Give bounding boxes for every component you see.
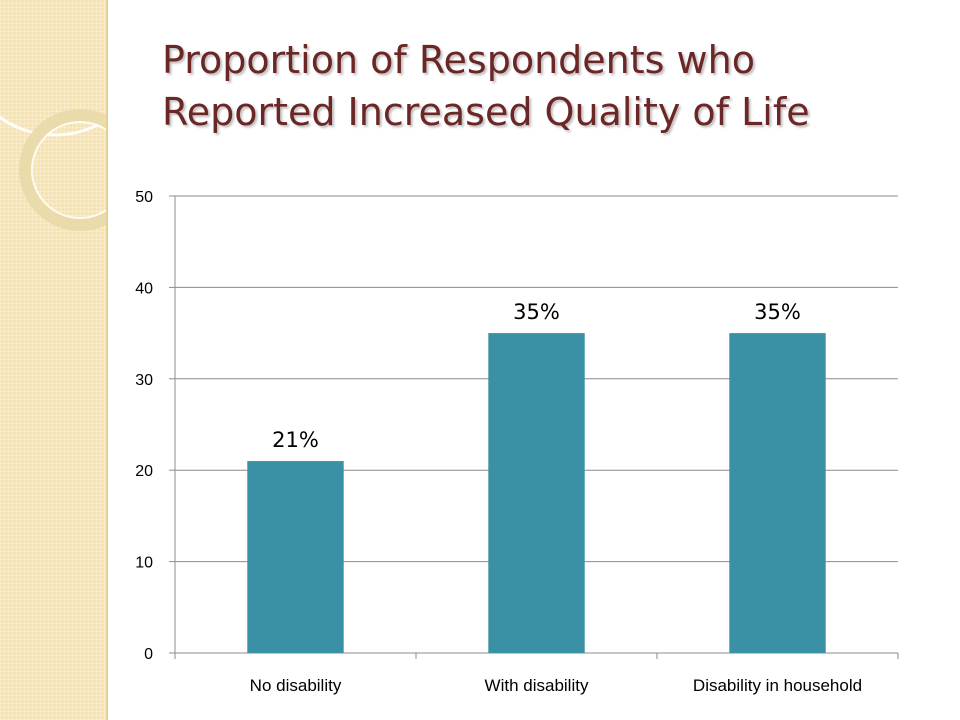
bar — [488, 333, 585, 653]
data-label: 35% — [513, 300, 560, 324]
y-tick-label: 0 — [144, 646, 153, 663]
y-tick-label: 50 — [135, 189, 153, 206]
category-label: With disability — [485, 676, 589, 695]
decorative-side-strip — [0, 0, 108, 720]
data-label: 21% — [272, 428, 319, 452]
bar — [729, 333, 826, 653]
labels: 0 10 20 30 40 50 21% No disability 35% With disab… — [135, 189, 862, 695]
bars — [247, 333, 826, 653]
y-tick-label: 20 — [135, 463, 153, 480]
y-tick-label: 10 — [135, 555, 153, 572]
y-tick-label: 40 — [135, 280, 153, 297]
category-label: Disability in household — [693, 676, 862, 695]
slide-title-line-1: Proportion of Respondents who — [162, 38, 755, 82]
category-label: No disability — [250, 676, 342, 695]
y-tick-label: 30 — [135, 372, 153, 389]
slide-title-line-2: Reported Increased Quality of Life — [162, 90, 810, 134]
bar — [247, 461, 344, 653]
decorative-circles — [0, 109, 106, 231]
slide-title: Proportion of Respondents who Reported I… — [162, 34, 922, 138]
data-label: 35% — [754, 300, 801, 324]
